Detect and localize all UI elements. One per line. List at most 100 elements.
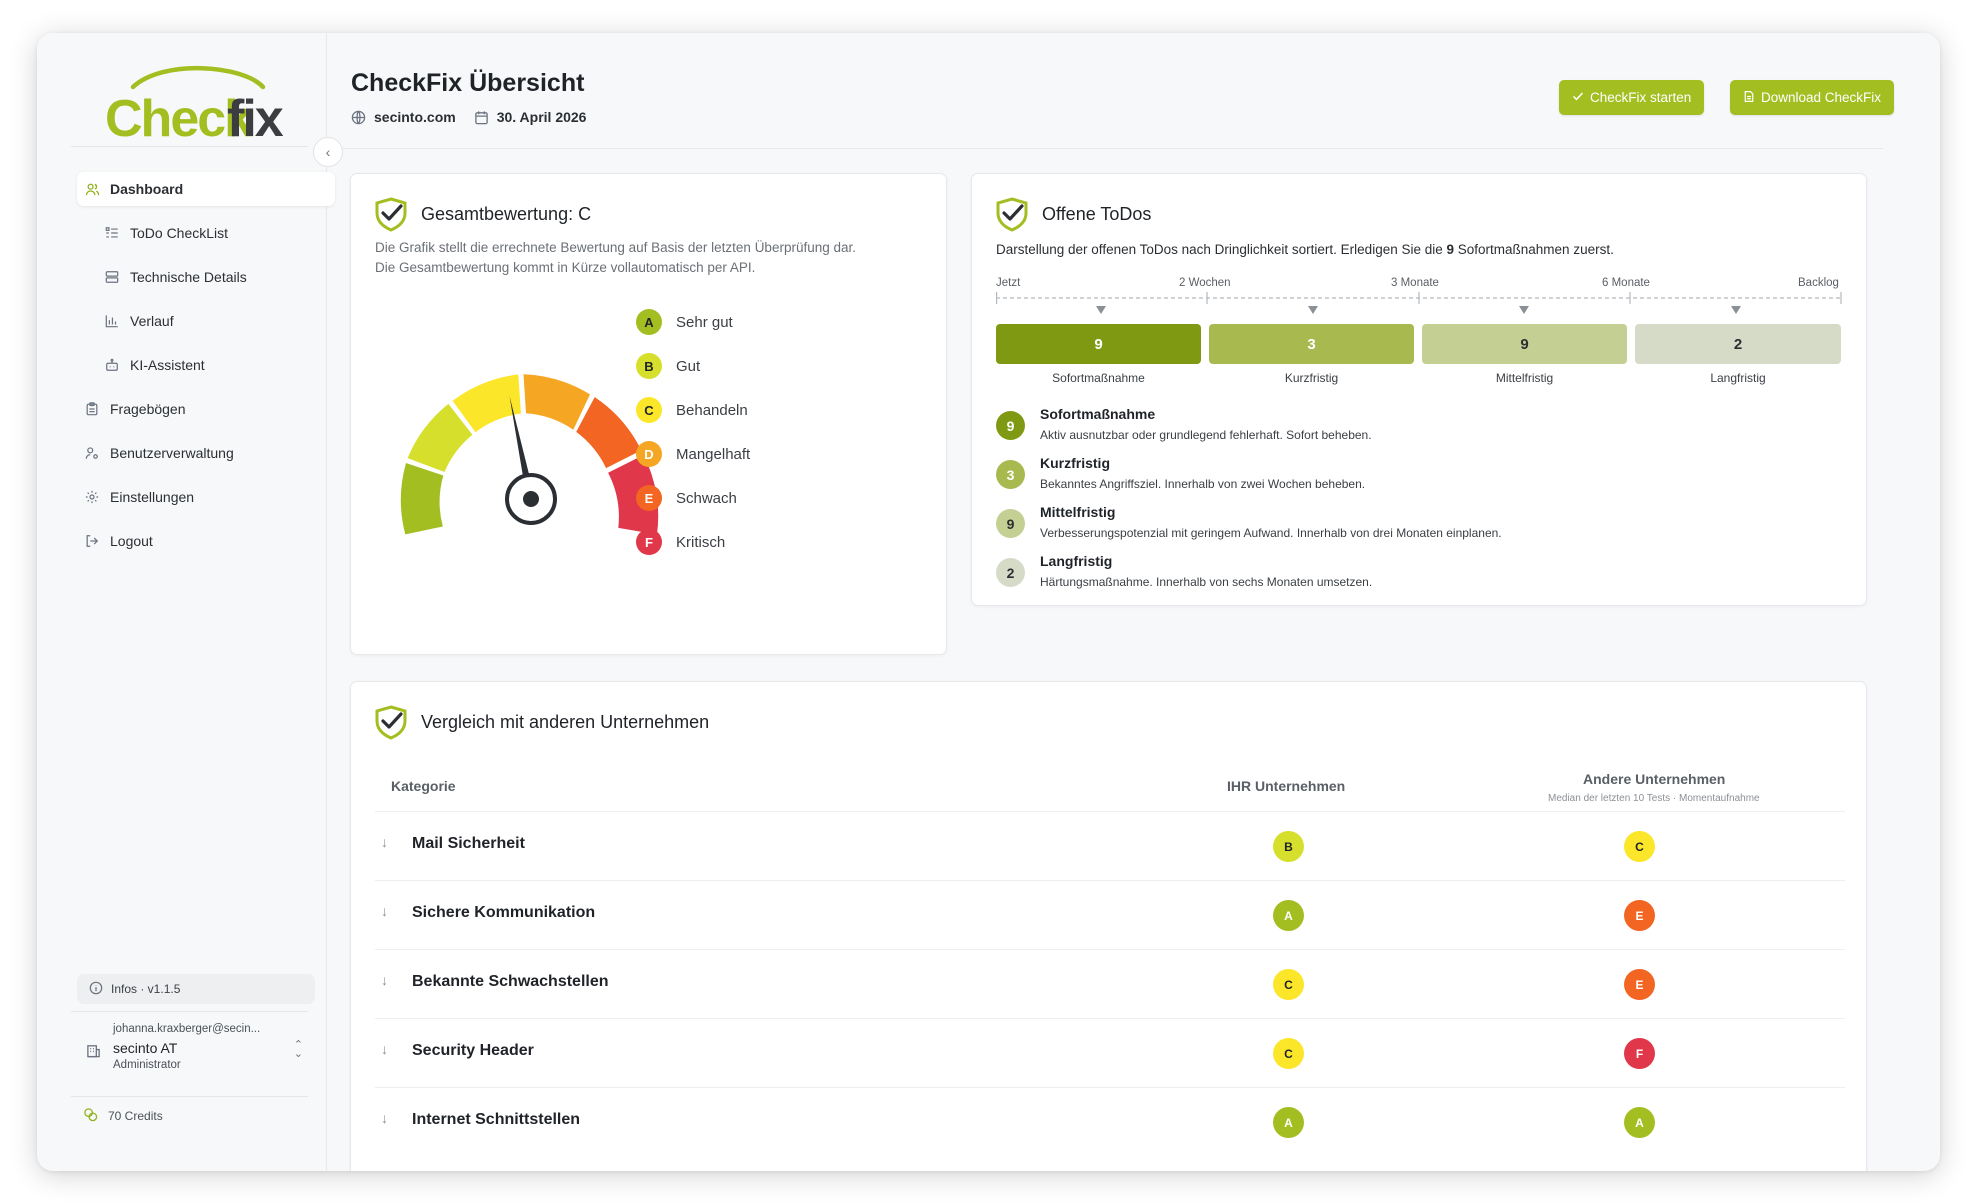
todo-bar-langfristig[interactable]: 2	[1635, 324, 1841, 364]
legend-label: Sehr gut	[676, 313, 733, 331]
account-email: johanna.kraxberger@secin...	[113, 1023, 261, 1035]
info-icon	[89, 981, 103, 998]
column-header-yours: IHR Unternehmen	[1227, 778, 1346, 794]
todo-count-badge: 3	[996, 460, 1025, 489]
table-row[interactable]: ↓ Sichere Kommunikation A E	[375, 880, 1845, 949]
timeline-label-now: Jetzt	[996, 277, 1021, 289]
table-row[interactable]: ↓ Security Header C F	[375, 1018, 1845, 1087]
your-grade-badge: C	[1273, 969, 1304, 1000]
shield-check-icon	[375, 705, 407, 740]
todo-detail-row[interactable]: 9 Sofortmaßnahme Aktiv ausnutzbar oder g…	[996, 406, 1836, 452]
sidebar-item-label: Verlauf	[130, 313, 174, 329]
gauge-segment-d	[523, 374, 590, 430]
legend-label: Schwach	[676, 489, 737, 507]
timeline-marker	[1096, 306, 1106, 314]
chart-icon	[104, 313, 120, 329]
others-grade-badge: E	[1624, 900, 1655, 931]
timeline-marker	[1731, 306, 1741, 314]
domain-label: secinto.com	[374, 109, 456, 125]
sidebar-item-technische-details[interactable]: Technische Details	[77, 260, 335, 294]
others-grade-badge: F	[1624, 1038, 1655, 1069]
sidebar-item-ki-assistent[interactable]: KI-Assistent	[77, 348, 335, 382]
download-checkfix-button[interactable]: Download CheckFix	[1730, 80, 1895, 115]
user-gear-icon	[84, 445, 100, 461]
grade-badge: D	[636, 441, 662, 467]
sidebar-item-dashboard[interactable]: Dashboard	[77, 172, 335, 206]
legend-item-d: D Mangelhaft	[636, 441, 750, 467]
sidebar-item-frageboegen[interactable]: Fragebögen	[77, 392, 335, 426]
page-title: CheckFix Übersicht	[351, 69, 585, 97]
category-label: Internet Schnittstellen	[412, 1111, 581, 1128]
version-label: Infos · v1.1.5	[111, 982, 181, 996]
timeline-marker	[1308, 306, 1318, 314]
todo-detail-row[interactable]: 2 Langfristig Härtungsmaßnahme. Innerhal…	[996, 553, 1836, 599]
column-header-category: Kategorie	[391, 778, 456, 794]
sidebar-item-benutzerverwaltung[interactable]: Benutzerverwaltung	[77, 436, 335, 470]
sidebar-item-label: Einstellungen	[110, 489, 195, 505]
coins-icon	[83, 1107, 98, 1125]
grade-badge: F	[636, 529, 662, 555]
todo-bar-label: Kurzfristig	[1284, 371, 1339, 385]
sidebar-item-verlauf[interactable]: Verlauf	[77, 304, 335, 338]
todo-bar-sofort[interactable]: 9	[996, 324, 1201, 364]
todo-bar-label: Sofortmaßnahme	[1052, 371, 1145, 385]
gauge-segment-c	[452, 374, 521, 433]
gauge-segment-a	[400, 463, 444, 535]
todos-desc-count: 9	[1446, 242, 1455, 257]
your-grade-badge: A	[1273, 1107, 1304, 1138]
todos-desc-text: Darstellung der offenen ToDos nach Dring…	[996, 242, 1447, 257]
todo-detail-row[interactable]: 9 Mittelfristig Verbesserungspotenzial m…	[996, 504, 1836, 550]
sidebar-item-label: Logout	[110, 533, 153, 549]
table-row[interactable]: ↓ Bekannte Schwachstellen C E	[375, 949, 1845, 1018]
legend-item-e: E Schwach	[636, 485, 737, 511]
main-content: CheckFix Übersicht secinto.com 30. April…	[327, 33, 1940, 1171]
todos-card: Offene ToDos Darstellung der offenen ToD…	[971, 173, 1867, 606]
collapse-sidebar-button[interactable]: ‹	[313, 137, 343, 167]
version-info[interactable]: Infos · v1.1.5	[77, 974, 315, 1004]
rating-card-title: Gesamtbewertung: C	[373, 196, 591, 232]
legend-item-c: C Behandeln	[636, 397, 748, 423]
sidebar-item-todo-checklist[interactable]: ToDo CheckList	[77, 216, 335, 250]
category-label: Security Header	[412, 1042, 534, 1059]
check-icon	[1572, 90, 1584, 105]
todo-detail-title: Mittelfristig	[1040, 504, 1116, 520]
todo-detail-title: Sofortmaßnahme	[1040, 406, 1156, 422]
sidebar-item-logout[interactable]: Logout	[77, 524, 335, 558]
table-row[interactable]: ↓ Internet Schnittstellen A A	[375, 1087, 1845, 1156]
credits-label: 70 Credits	[108, 1109, 163, 1123]
button-label: Download CheckFix	[1761, 90, 1882, 105]
shield-check-icon	[996, 197, 1028, 232]
todo-detail-row[interactable]: 3 Kurzfristig Bekanntes Angriffsziel. In…	[996, 455, 1836, 501]
todo-bar-count: 2	[1733, 335, 1743, 353]
timeline-marker	[1519, 306, 1529, 314]
arrow-down-icon: ↓	[381, 1110, 388, 1126]
comparison-title: Vergleich mit anderen Unternehmen	[421, 711, 710, 732]
rating-title: Gesamtbewertung: C	[421, 203, 592, 224]
todos-desc-text: Sofortmaßnahmen zuerst.	[1454, 242, 1614, 257]
category-label: Mail Sicherheit	[412, 835, 525, 852]
todo-detail-text: Verbesserungspotenzial mit geringem Aufw…	[1040, 526, 1502, 540]
account-switcher[interactable]: johanna.kraxberger@secin... secinto AT A…	[77, 1023, 315, 1083]
logo-divider	[71, 146, 308, 147]
divider	[71, 1096, 308, 1097]
checkfix-start-button[interactable]: CheckFix starten	[1559, 80, 1705, 115]
legend-label: Gut	[676, 357, 701, 375]
arrow-down-icon: ↓	[381, 834, 388, 850]
checkfix-logo[interactable]: Check fix	[103, 65, 283, 143]
arrow-down-icon: ↓	[381, 903, 388, 919]
account-role: Administrator	[113, 1059, 181, 1071]
sidebar-item-einstellungen[interactable]: Einstellungen	[77, 480, 335, 514]
users-icon	[84, 181, 100, 197]
todo-bar-kurzfristig[interactable]: 3	[1209, 324, 1414, 364]
credits: 70 Credits	[83, 1107, 163, 1125]
legend-item-b: B Gut	[636, 353, 700, 379]
svg-text:Check: Check	[105, 90, 253, 143]
todo-bar-mittelfristig[interactable]: 9	[1422, 324, 1627, 364]
gear-icon	[84, 489, 100, 505]
timeline-label-6months: 6 Monate	[1602, 277, 1650, 289]
shield-check-icon	[375, 197, 407, 232]
sidebar-item-label: Benutzerverwaltung	[110, 445, 234, 461]
others-grade-badge: A	[1624, 1107, 1655, 1138]
page-header: CheckFix Übersicht secinto.com 30. April…	[327, 33, 1940, 149]
table-row[interactable]: ↓ Mail Sicherheit B C	[375, 811, 1845, 880]
